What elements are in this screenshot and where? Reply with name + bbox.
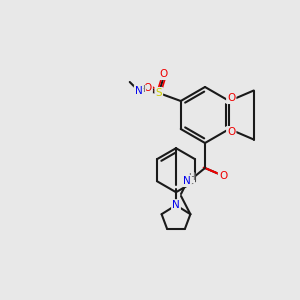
Text: N: N [172,200,180,210]
Text: O: O [219,171,227,181]
Text: O: O [227,127,236,137]
Text: H: H [188,173,194,182]
Text: N: N [183,176,191,186]
Text: O: O [160,69,168,79]
Text: S: S [155,88,162,98]
Text: H: H [138,85,145,94]
Text: O: O [227,93,236,103]
Text: O: O [144,83,152,93]
Text: N: N [135,86,142,96]
